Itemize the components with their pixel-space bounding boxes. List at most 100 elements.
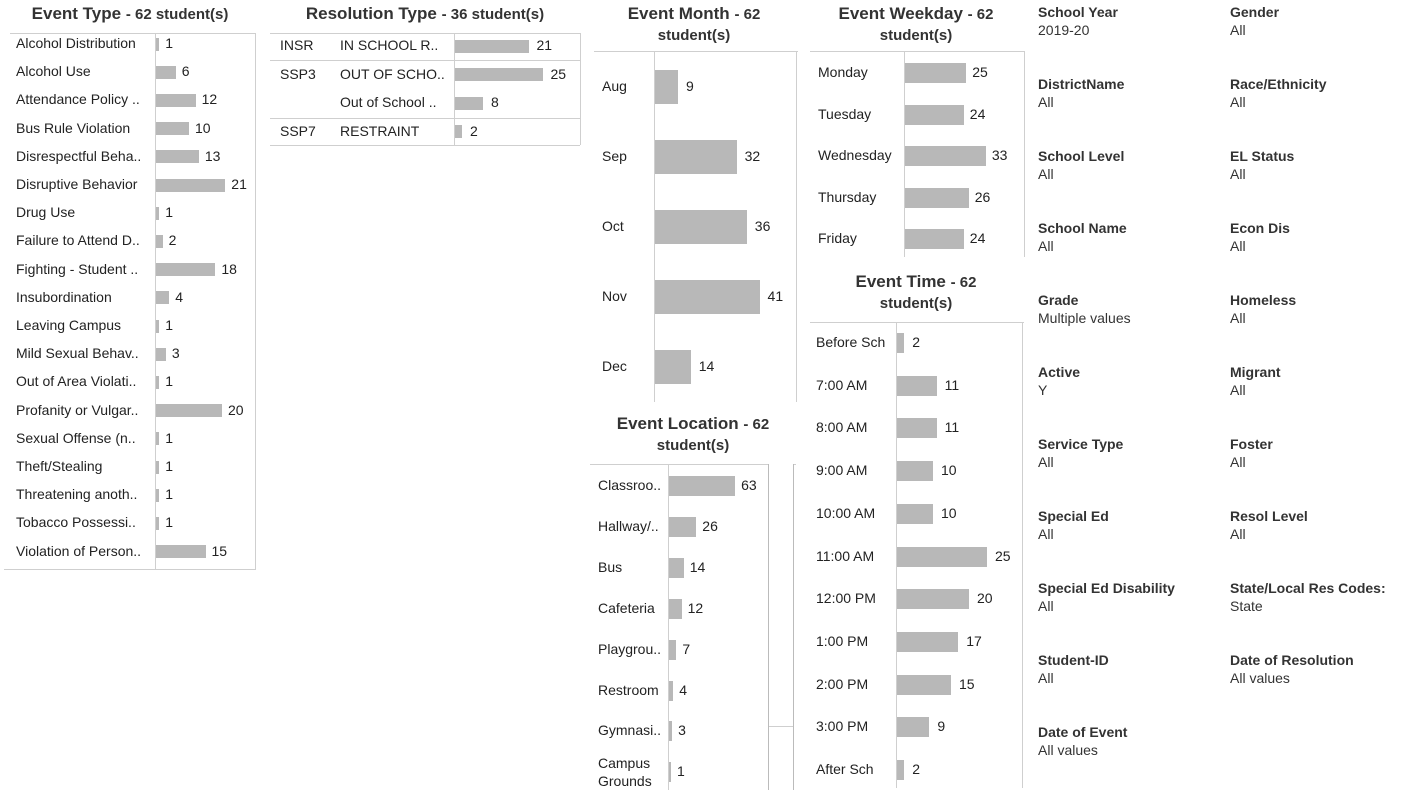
filter-value-districtname[interactable]: All [1038,94,1054,110]
filter-value-migrant[interactable]: All [1230,382,1246,398]
data-label-violation-of-person: 15 [211,542,228,559]
bar-attendance-policy[interactable] [156,93,196,107]
divider [590,464,796,465]
category-label-3-00-pm: 3:00 PM [816,718,869,735]
event-weekday-title-text: Event Weekday [838,4,963,23]
bar-sep[interactable] [655,140,737,174]
filter-value-active[interactable]: Y [1038,382,1048,398]
bar-monday[interactable] [905,63,967,83]
filter-value-special-ed-disability[interactable]: All [1038,598,1054,614]
bar-2-00-pm[interactable] [897,674,951,695]
filter-value-race-ethnicity[interactable]: All [1230,94,1246,110]
bar-friday[interactable] [905,229,964,249]
bar-tuesday[interactable] [905,104,964,125]
bar-mild-sexual-behav[interactable] [156,347,166,361]
bar-bus-rule-violation[interactable] [156,122,189,136]
bar-bus[interactable] [669,557,684,578]
scrollbar[interactable] [768,464,794,790]
bar-cafeteria[interactable] [669,598,682,619]
bar-nov[interactable] [655,280,760,314]
data-label-profanity-or-vulgar: 20 [228,401,244,418]
filter-value-el-status[interactable]: All [1230,166,1246,182]
divider [270,145,580,146]
filter-value-resol-level[interactable]: All [1230,526,1246,542]
bar-after-sch[interactable] [897,760,905,780]
filter-value-foster[interactable]: All [1230,454,1246,470]
bar-hallway[interactable] [669,516,697,537]
bar-campus-grounds[interactable] [669,762,671,783]
bar-7-00-am[interactable] [897,375,937,396]
bar-alcohol-distribution[interactable] [156,37,160,51]
bar-profanity-or-vulgar[interactable] [156,404,222,418]
bar-out-of-scho[interactable] [455,68,543,82]
bar-theft-stealing[interactable] [156,460,160,474]
data-label-alcohol-distribution: 1 [165,35,174,51]
bar-fighting-student[interactable] [156,263,216,277]
bar-1-00-pm[interactable] [897,631,959,652]
bar-sexual-offense-n[interactable] [156,432,160,446]
event-month-subtitle-2: student(s) [657,27,731,44]
filter-value-state-local-res-codes[interactable]: State [1230,598,1263,614]
bar-disruptive-behavior[interactable] [156,178,226,192]
bar-insubordination[interactable] [156,291,170,305]
bar-3-00-pm[interactable] [897,717,930,738]
filter-label-econ-dis: Econ Dis [1230,220,1290,236]
bar-thursday[interactable] [905,187,969,208]
category-label-out-of-area-violati: Out of Area Violati.. [16,373,137,390]
event-location-title: Event Location - 62 student(s) [588,414,798,456]
resolution-code: SSP7 [280,122,316,139]
resolution-type-subtitle: - 36 student(s) [441,6,545,23]
category-label-profanity-or-vulgar: Profanity or Vulgar.. [16,401,139,418]
category-label-insubordination: Insubordination [16,288,112,305]
data-label-bus: 14 [689,558,706,575]
filter-value-school-year[interactable]: 2019-20 [1038,22,1090,38]
data-label-failure-to-attend-d: 2 [168,232,177,249]
bar-tobacco-possessi[interactable] [156,516,160,530]
bar-alcohol-use[interactable] [156,65,176,79]
bar-out-of-area-violati[interactable] [156,375,160,389]
filter-label-foster: Foster [1230,436,1273,452]
bar-restroom[interactable] [669,680,674,701]
bar-failure-to-attend-d[interactable] [156,234,163,248]
bar-threatening-anoth[interactable] [156,488,160,502]
bar-dec[interactable] [655,350,691,384]
filter-value-student-id[interactable]: All [1038,670,1054,686]
bar-oct[interactable] [655,210,747,244]
filter-value-school-name[interactable]: All [1038,238,1054,254]
bar-before-sch[interactable] [897,333,905,353]
filter-value-special-ed[interactable]: All [1038,526,1054,542]
filter-value-homeless[interactable]: All [1230,310,1246,326]
bar-disrespectful-beha[interactable] [156,150,199,164]
bar-playgrou[interactable] [669,639,677,660]
bar-gymnasi[interactable] [669,721,673,742]
bar-12-00-pm[interactable] [897,589,969,610]
filter-value-grade[interactable]: Multiple values [1038,310,1131,326]
filter-value-date-of-event[interactable]: All values [1038,742,1098,758]
filter-value-gender[interactable]: All [1230,22,1246,38]
panel-border [1022,322,1023,788]
bar-leaving-campus[interactable] [156,319,160,333]
bar-classroo[interactable] [669,476,736,496]
bar-8-00-am[interactable] [897,418,937,439]
filter-value-service-type[interactable]: All [1038,454,1054,470]
scrollbar-thumb-edge[interactable] [769,726,793,727]
data-label-dec: 14 [698,358,715,374]
bar-violation-of-person[interactable] [156,545,206,559]
bar-out-of-school[interactable] [455,96,483,110]
data-label-11-00-am: 25 [995,547,1011,564]
filter-value-school-level[interactable]: All [1038,166,1054,182]
category-label-out-of-school: Out of School .. [340,94,437,111]
bar-wednesday[interactable] [905,146,986,166]
bar-10-00-am[interactable] [897,503,933,524]
category-label-fighting-student: Fighting - Student .. [16,260,139,277]
bar-aug[interactable] [655,70,678,104]
bar-drug-use[interactable] [156,206,160,220]
filter-value-econ-dis[interactable]: All [1230,238,1246,254]
filter-value-date-of-resolution[interactable]: All values [1230,670,1290,686]
bar-11-00-am[interactable] [897,546,987,567]
data-label-alcohol-use: 6 [181,63,190,80]
bar-9-00-am[interactable] [897,461,933,482]
bar-restraint[interactable] [455,125,462,139]
bar-in-school-r[interactable] [455,39,529,53]
event-time-subtitle-2: student(s) [879,295,953,312]
